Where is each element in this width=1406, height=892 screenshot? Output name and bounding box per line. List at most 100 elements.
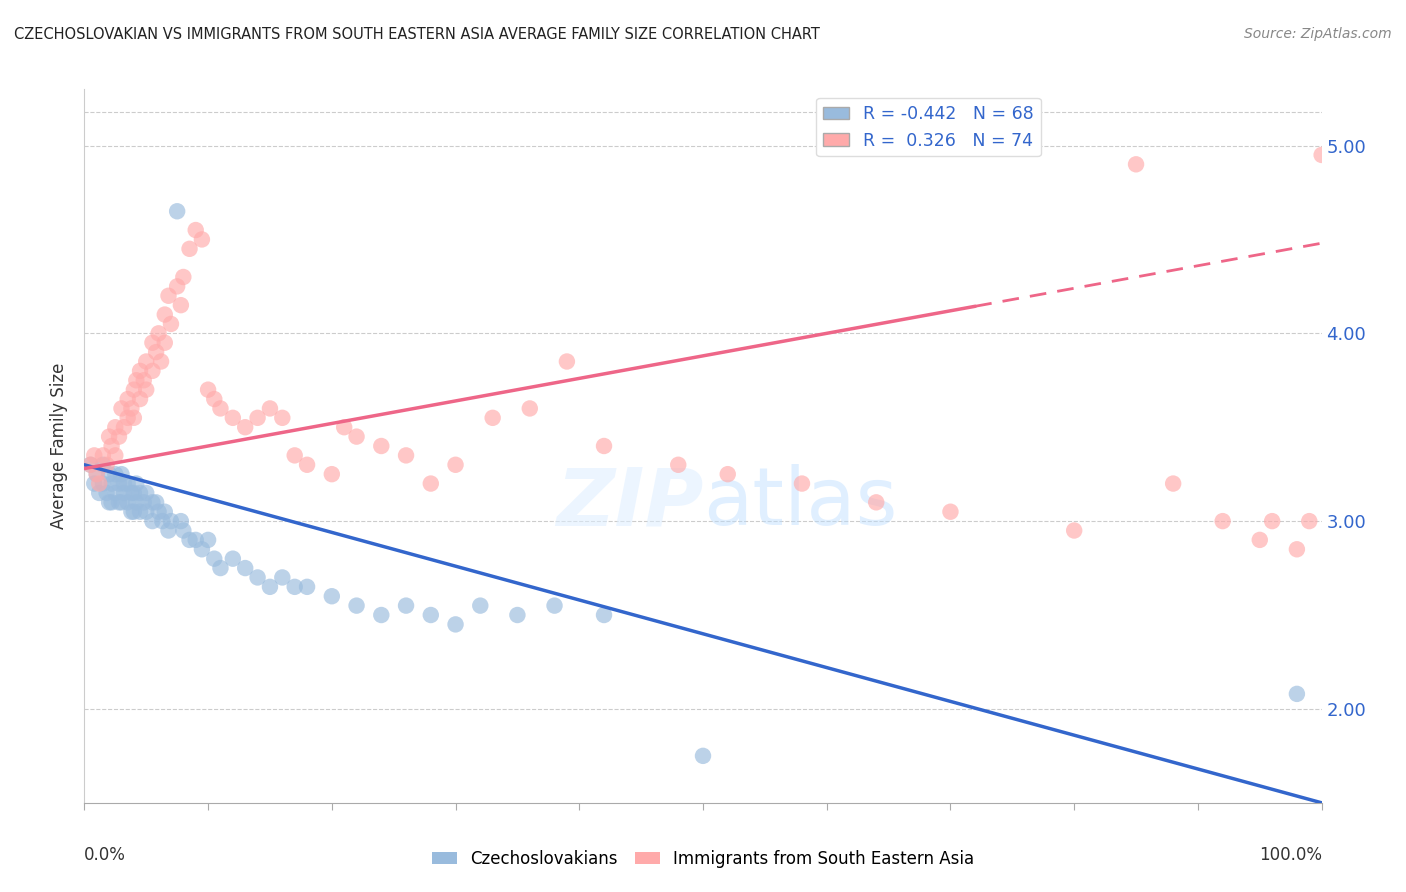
Point <box>100 495 122 509</box>
Point <box>202 551 225 566</box>
Point <box>112 420 135 434</box>
Point <box>145 345 167 359</box>
Point <box>1212 514 1234 528</box>
Point <box>444 617 467 632</box>
Point <box>129 364 152 378</box>
Point <box>141 364 163 378</box>
Point <box>233 420 256 434</box>
Point <box>271 410 294 425</box>
Point <box>157 289 180 303</box>
Point <box>153 505 176 519</box>
Point <box>153 308 176 322</box>
Point <box>1261 514 1284 528</box>
Point <box>593 607 616 622</box>
Point <box>346 599 368 613</box>
Point <box>89 486 111 500</box>
Point <box>141 495 163 509</box>
Point <box>470 599 492 613</box>
Point <box>1125 157 1147 171</box>
Point <box>91 476 114 491</box>
Point <box>148 505 170 519</box>
Point <box>135 486 157 500</box>
Point <box>98 467 121 482</box>
Text: 0.0%: 0.0% <box>84 846 127 863</box>
Point <box>222 551 245 566</box>
Point <box>91 449 114 463</box>
Point <box>129 486 152 500</box>
Point <box>117 495 139 509</box>
Point <box>120 505 142 519</box>
Point <box>179 242 201 256</box>
Point <box>110 495 132 509</box>
Legend: R = -0.442   N = 68, R =  0.326   N = 74: R = -0.442 N = 68, R = 0.326 N = 74 <box>817 98 1040 156</box>
Point <box>295 458 318 472</box>
Point <box>321 589 343 603</box>
Point <box>160 317 183 331</box>
Point <box>125 373 148 387</box>
Text: ZIP: ZIP <box>555 464 703 542</box>
Point <box>259 580 281 594</box>
Point <box>125 495 148 509</box>
Point <box>419 607 441 622</box>
Point <box>1298 514 1320 528</box>
Point <box>96 458 118 472</box>
Point <box>184 533 207 547</box>
Point <box>125 476 148 491</box>
Point <box>166 204 188 219</box>
Point <box>98 495 121 509</box>
Point <box>170 514 193 528</box>
Point <box>419 476 441 491</box>
Point <box>160 514 183 528</box>
Point <box>157 524 180 538</box>
Point <box>110 401 132 416</box>
Point <box>197 383 219 397</box>
Point <box>209 401 232 416</box>
Point <box>117 392 139 406</box>
Point <box>86 467 108 482</box>
Point <box>110 467 132 482</box>
Point <box>150 514 173 528</box>
Point <box>184 223 207 237</box>
Point <box>122 505 145 519</box>
Point <box>209 561 232 575</box>
Point <box>150 354 173 368</box>
Point <box>122 383 145 397</box>
Point <box>79 458 101 472</box>
Point <box>370 439 392 453</box>
Point <box>222 410 245 425</box>
Point <box>179 533 201 547</box>
Point <box>593 439 616 453</box>
Point <box>141 514 163 528</box>
Point <box>1161 476 1184 491</box>
Point <box>1249 533 1271 547</box>
Point <box>259 401 281 416</box>
Point <box>233 561 256 575</box>
Point <box>790 476 813 491</box>
Point <box>91 458 114 472</box>
Point <box>148 326 170 341</box>
Point <box>135 354 157 368</box>
Point <box>170 298 193 312</box>
Point <box>865 495 887 509</box>
Point <box>346 429 368 443</box>
Point <box>122 486 145 500</box>
Point <box>100 439 122 453</box>
Point <box>284 449 307 463</box>
Point <box>108 495 131 509</box>
Point <box>104 449 127 463</box>
Point <box>395 599 418 613</box>
Point <box>108 429 131 443</box>
Y-axis label: Average Family Size: Average Family Size <box>51 363 69 529</box>
Point <box>1285 687 1308 701</box>
Point <box>172 270 194 285</box>
Text: 100.0%: 100.0% <box>1258 846 1322 863</box>
Point <box>481 410 503 425</box>
Point <box>172 524 194 538</box>
Point <box>132 495 155 509</box>
Point <box>333 420 356 434</box>
Point <box>519 401 541 416</box>
Point <box>129 505 152 519</box>
Point <box>104 420 127 434</box>
Point <box>166 279 188 293</box>
Point <box>506 607 529 622</box>
